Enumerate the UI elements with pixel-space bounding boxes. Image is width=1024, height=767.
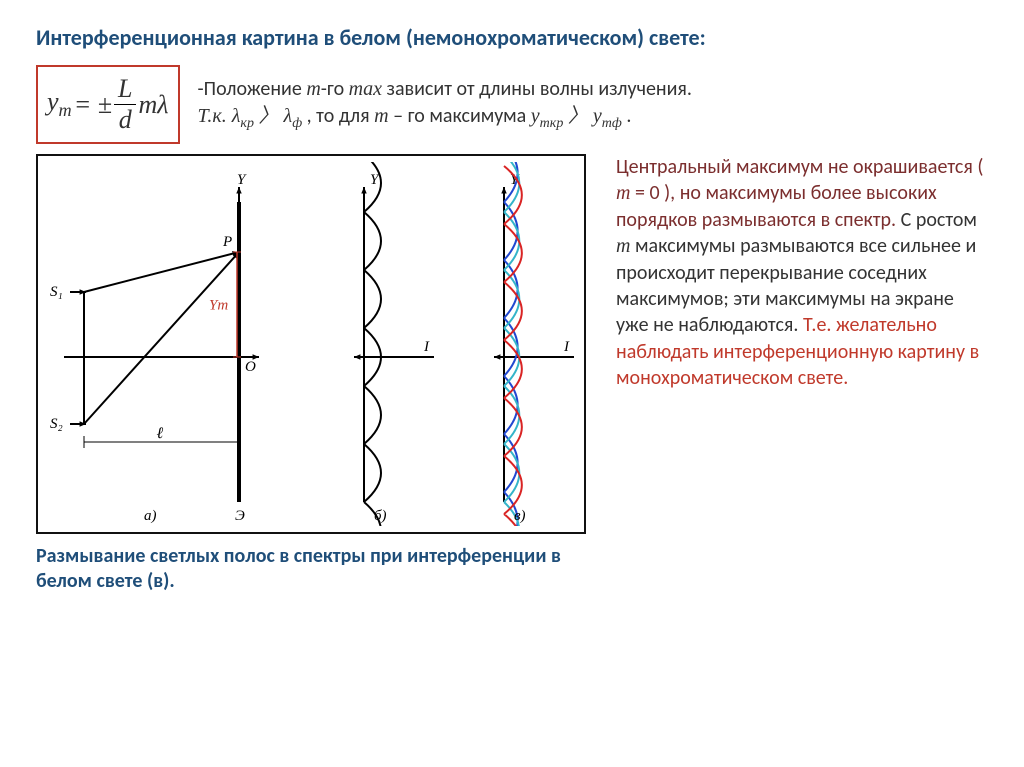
d2a: Т.к. — [198, 105, 232, 127]
page-title: Интерференционная картина в белом (немон… — [36, 24, 988, 51]
svg-text:O: O — [245, 359, 256, 375]
svg-text:Э: Э — [235, 508, 245, 524]
svg-text:б): б) — [374, 508, 387, 524]
formula-box: ym = ± L d mλ — [36, 65, 180, 144]
r2a: С ростом — [896, 208, 977, 232]
r1a: Центральный максимум не окрашивается ( — [616, 155, 983, 179]
r1b: m — [616, 182, 630, 204]
formula-ym: m — [59, 101, 72, 121]
svg-text:Ym: Ym — [209, 298, 228, 314]
d2dot: . — [626, 104, 631, 128]
formula-y: y — [47, 87, 59, 116]
r2b: m — [616, 235, 630, 257]
interference-diagram: YЭS₁S₂PYmOℓа)YIб)YIв) — [44, 162, 578, 526]
lf-l: λ — [284, 105, 293, 127]
r1c: = 0 ), но максимумы более высоких порядк… — [616, 181, 937, 231]
figure-caption: Размывание светлых полос в спектры при и… — [36, 544, 596, 594]
svg-text:S₁: S₁ — [50, 284, 63, 300]
lf: λф — [284, 105, 303, 127]
formula-ml: mλ — [138, 90, 168, 119]
d1b: m — [306, 78, 320, 100]
formula-num: L — [114, 74, 136, 105]
d2m: m — [374, 105, 388, 127]
description-1: -Положение m-го max зависит от длины вол… — [198, 76, 692, 134]
d2b: , то для — [307, 104, 374, 128]
gt1: 〉 — [259, 105, 284, 127]
ymf-s: mф — [602, 116, 622, 131]
svg-text:P: P — [222, 234, 232, 250]
d1e: зависит от длины волны излучения. — [382, 77, 692, 101]
right-paragraph: Центральный максимум не окрашивается ( m… — [616, 154, 988, 594]
main-row: YЭS₁S₂PYmOℓа)YIб)YIв) Размывание светлых… — [36, 154, 988, 594]
ymf-y: y — [593, 105, 602, 127]
svg-text:S₂: S₂ — [50, 416, 63, 432]
d1c: -го — [321, 77, 349, 101]
gt2: 〉 — [568, 105, 593, 127]
svg-text:в): в) — [514, 508, 526, 524]
d1a: -Положение — [198, 77, 307, 101]
lkr-s: кр — [240, 116, 254, 131]
ymkr-s: mкр — [540, 116, 564, 131]
svg-text:I: I — [563, 339, 570, 355]
d2c: – го максимума — [389, 104, 531, 128]
ymf: ymф — [593, 105, 622, 127]
formula-row: ym = ± L d mλ -Положение m-го max зависи… — [36, 65, 988, 144]
figure-box: YЭS₁S₂PYmOℓа)YIб)YIв) — [36, 154, 586, 534]
svg-text:Y: Y — [237, 172, 247, 188]
lf-s: ф — [292, 116, 302, 131]
formula-eq: = ± — [74, 90, 112, 119]
ymkr-y: y — [531, 105, 540, 127]
ymkr: ymкр — [531, 105, 564, 127]
d1d: max — [349, 78, 382, 100]
svg-text:I: I — [423, 339, 430, 355]
lkr: λкр — [232, 105, 254, 127]
svg-text:ℓ: ℓ — [157, 425, 164, 442]
formula-den: d — [114, 105, 136, 135]
svg-text:а): а) — [144, 508, 157, 524]
